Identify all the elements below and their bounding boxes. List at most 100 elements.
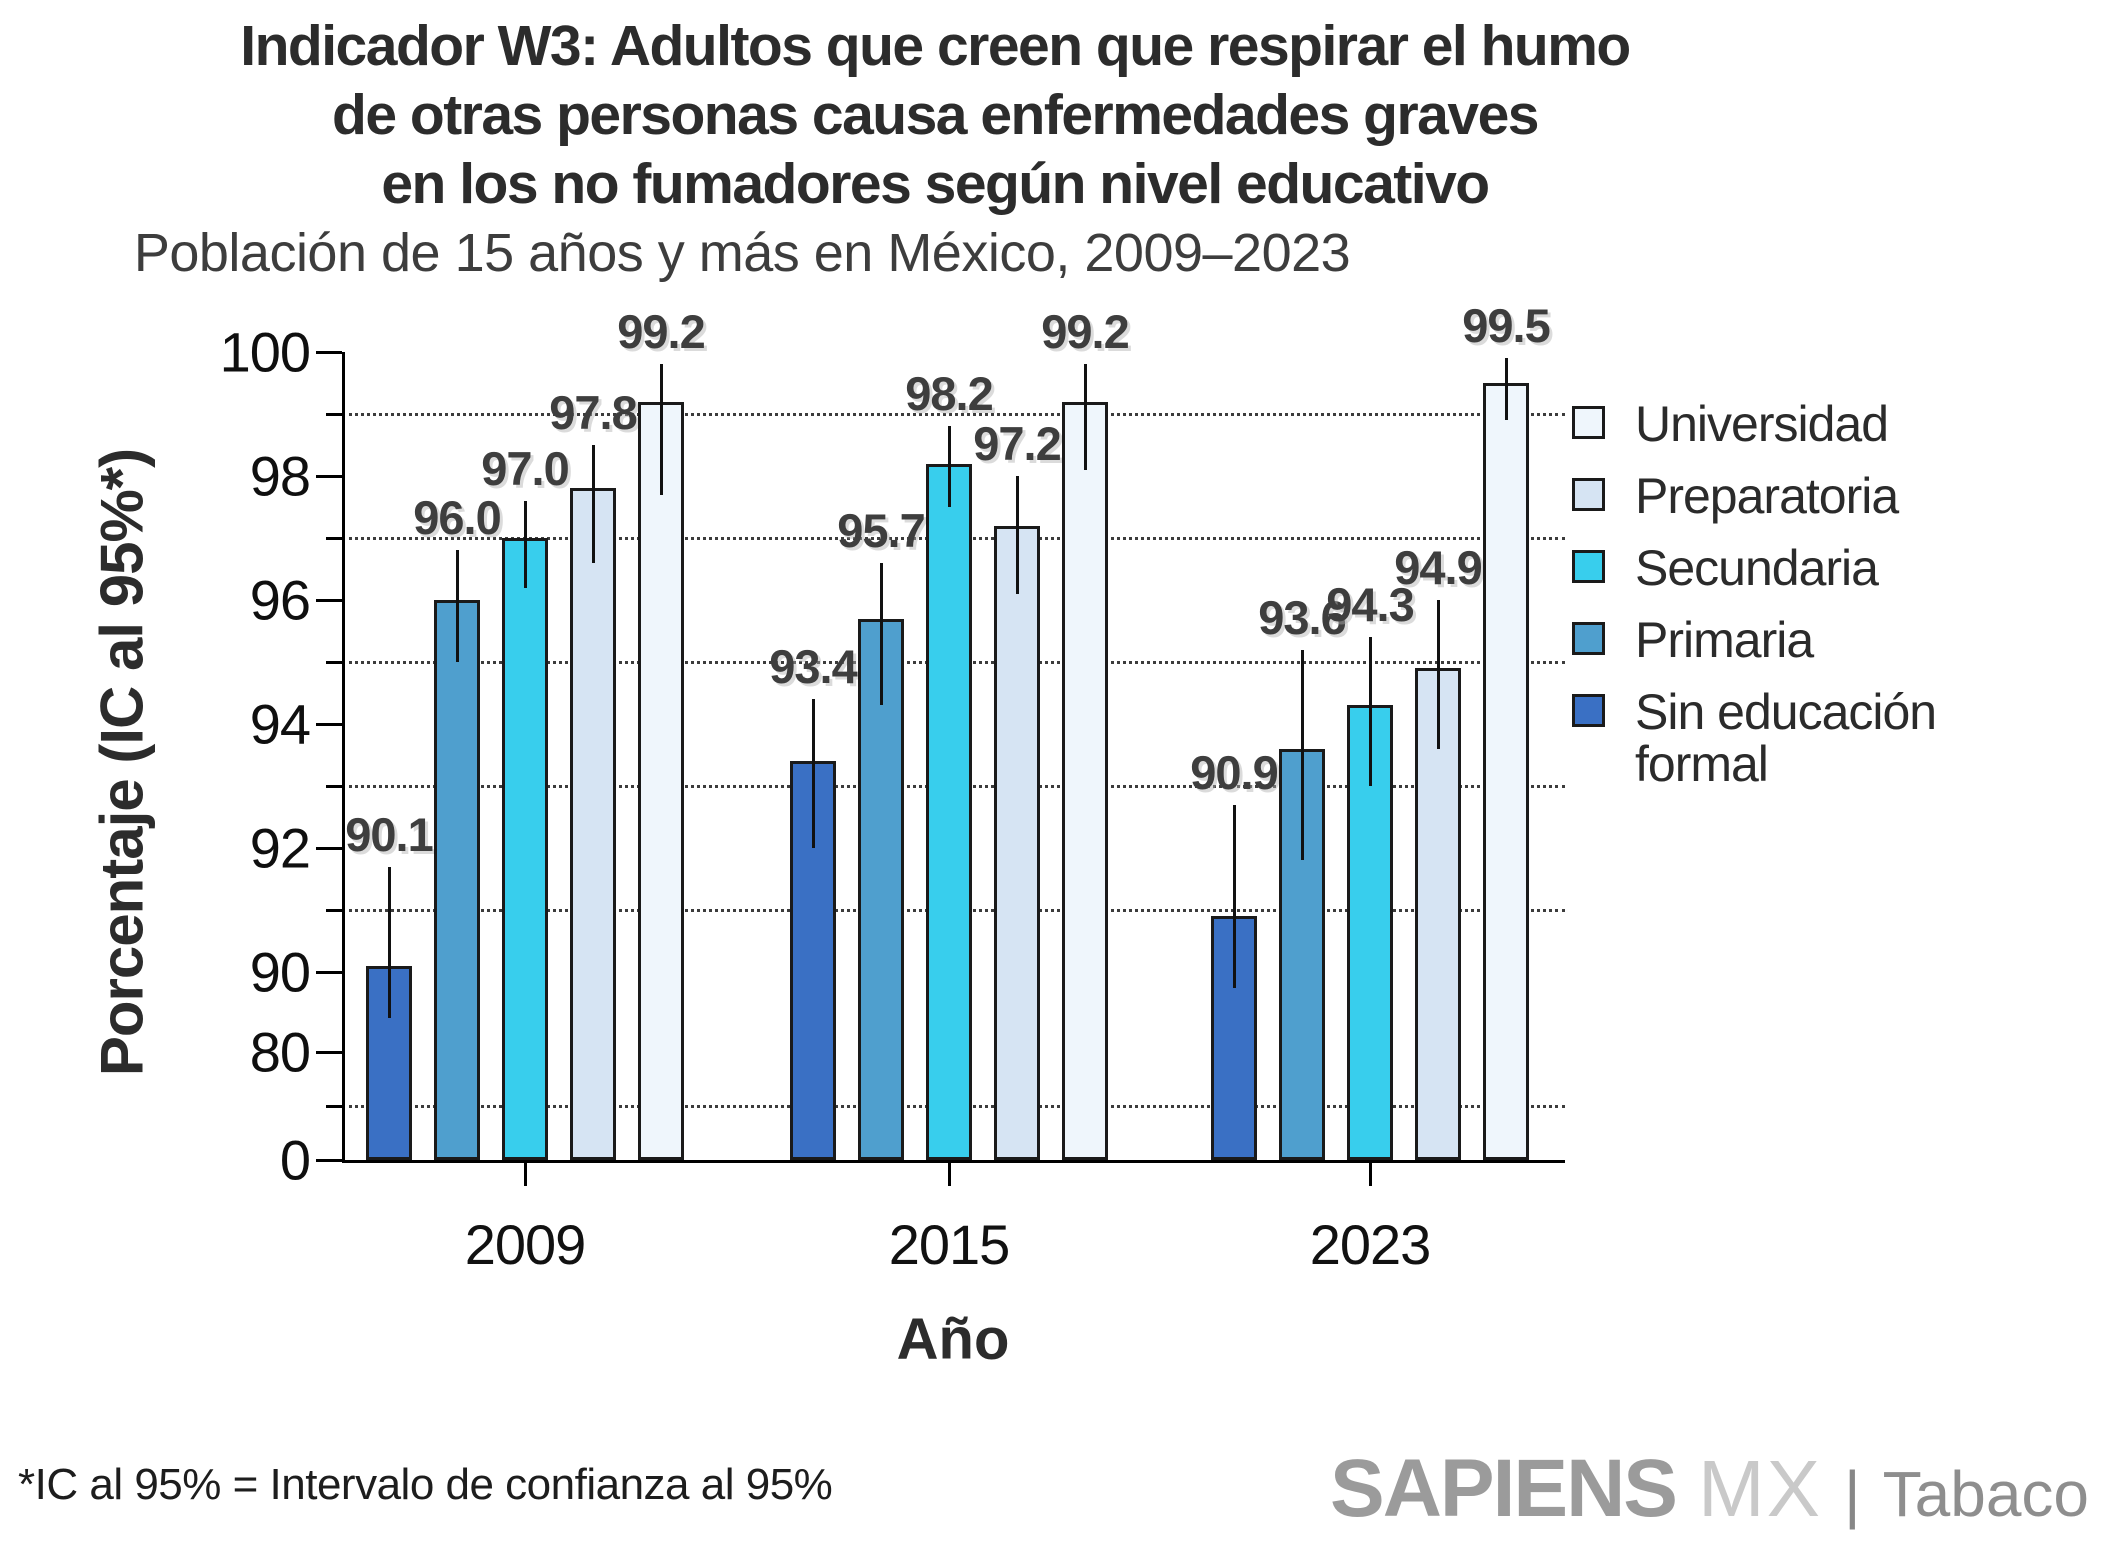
y-major-tick [316, 350, 342, 354]
y-major-tick [316, 1158, 342, 1162]
bar-2009-preparatoria [570, 488, 616, 1160]
legend-swatch-icon [1572, 622, 1605, 655]
y-major-tick [316, 1050, 342, 1054]
x-axis-line [342, 1160, 1565, 1163]
bar-2023-universidad [1483, 383, 1529, 1160]
logo-separator: | [1844, 1458, 1861, 1530]
error-bar-2023-preparatoria [1436, 600, 1440, 749]
chart-title: Indicador W3: Adultos que creen que resp… [0, 12, 1870, 219]
bar-2015-preparatoria [994, 525, 1040, 1160]
legend-item-sin-educación-formal: Sin educación formal [1572, 686, 1995, 790]
logo-mx: MX [1698, 1444, 1822, 1533]
legend-item-primaria: Primaria [1572, 614, 1995, 666]
value-label-2015-universidad: 99.2 [1041, 305, 1129, 359]
value-label-2023-universidad: 99.5 [1462, 299, 1550, 353]
legend: Universidad Preparatoria Secundaria Primari… [1572, 398, 1995, 810]
bar-2015-secundaria [926, 463, 972, 1160]
bar-2009-sin-educación-formal [366, 965, 412, 1160]
legend-label: Primaria [1635, 612, 1814, 668]
value-label-2009-sin-educación-formal: 90.1 [345, 807, 433, 861]
logo-tabaco: Tabaco [1882, 1458, 2089, 1530]
error-bar-2009-primaria [455, 550, 459, 662]
legend-label: Sin educación formal [1635, 684, 1937, 792]
y-tick-label: 80 [249, 1020, 311, 1084]
error-bar-2009-universidad [659, 364, 663, 495]
y-tick-label: 94 [249, 692, 311, 756]
y-tick-label: 100 [219, 320, 311, 384]
error-bar-2009-secundaria [523, 500, 527, 588]
y-gridline [342, 413, 1565, 416]
y-minor-tick [326, 660, 342, 664]
error-bar-2009-preparatoria [591, 445, 595, 563]
y-major-tick [316, 722, 342, 726]
y-tick-label: 96 [249, 568, 311, 632]
value-label-2023-preparatoria: 94.9 [1394, 541, 1482, 594]
value-label-2015-secundaria: 98.2 [905, 367, 993, 421]
value-label-2015-sin-educación-formal: 93.4 [769, 640, 857, 694]
error-bar-2023-primaria [1300, 649, 1304, 861]
legend-item-secundaria: Secundaria [1572, 542, 1995, 594]
error-bar-2015-preparatoria [1015, 476, 1019, 594]
y-major-tick [316, 474, 342, 478]
bar-2009-secundaria [502, 538, 548, 1160]
error-bar-2015-sin-educación-formal [811, 699, 815, 848]
legend-swatch-icon [1572, 694, 1605, 727]
y-tick-label: 92 [249, 816, 311, 880]
y-minor-tick [326, 536, 342, 540]
x-tick [523, 1160, 527, 1186]
chart-title-line3: en los no fumadores según nivel educativ… [381, 152, 1490, 216]
value-label-2009-preparatoria: 97.8 [549, 386, 637, 439]
value-label-2023-sin-educación-formal: 90.9 [1190, 745, 1278, 799]
y-minor-tick [326, 1104, 342, 1108]
y-axis-label: Porcentaje (IC al 95%*) [88, 448, 156, 1077]
error-bar-2023-secundaria [1368, 637, 1372, 786]
chart-subtitle: Población de 15 años y más en México, 20… [133, 223, 1351, 283]
bar-2023-preparatoria [1415, 668, 1461, 1160]
legend-label: Secundaria [1635, 540, 1879, 596]
x-tick-label-2015: 2015 [888, 1213, 1011, 1276]
value-label-2023-secundaria: 94.3 [1326, 578, 1414, 632]
chart-title-line1: Indicador W3: Adultos que creen que resp… [240, 14, 1631, 78]
value-label-2009-primaria: 96.0 [413, 491, 501, 545]
bar-2015-universidad [1062, 401, 1108, 1160]
error-bar-2015-universidad [1083, 364, 1087, 470]
bar-2009-universidad [638, 401, 684, 1160]
x-tick [1368, 1160, 1372, 1186]
value-label-2023-primaria: 93.6 [1258, 590, 1346, 644]
value-label-2009-universidad: 99.2 [617, 305, 705, 359]
value-label-2009-secundaria: 97.0 [481, 441, 569, 495]
value-label-2015-preparatoria: 97.2 [973, 417, 1061, 470]
y-tick-label: 0 [279, 1128, 311, 1192]
error-bar-2009-sin-educación-formal [387, 866, 391, 1018]
error-bar-2023-sin-educación-formal [1232, 804, 1236, 988]
y-minor-tick [326, 784, 342, 788]
bar-2015-primaria [858, 618, 904, 1160]
value-label-2015-primaria: 95.7 [837, 503, 925, 557]
y-tick-label: 90 [249, 940, 311, 1004]
x-tick-label-2023: 2023 [1309, 1213, 1432, 1276]
legend-swatch-icon [1572, 478, 1605, 511]
bar-2009-primaria [434, 600, 480, 1160]
legend-item-universidad: Universidad [1572, 398, 1995, 450]
legend-label: Preparatoria [1635, 468, 1899, 524]
legend-swatch-icon [1572, 550, 1605, 583]
y-axis-line [342, 352, 345, 1163]
chart-title-line2: de otras personas causa enfermedades gra… [332, 83, 1539, 147]
footnote: *IC al 95% = Intervalo de confianza al 9… [18, 1460, 833, 1509]
legend-swatch-icon [1572, 406, 1605, 439]
logo-sapiens: SAPIENS [1330, 1443, 1678, 1534]
legend-item-preparatoria: Preparatoria [1572, 470, 1995, 522]
legend-label: Universidad [1635, 396, 1889, 452]
error-bar-2015-primaria [879, 562, 883, 706]
x-tick-label-2009: 2009 [464, 1213, 587, 1276]
y-tick-label: 98 [249, 444, 311, 508]
x-axis-label: Año [896, 1307, 1010, 1372]
x-tick [947, 1160, 951, 1186]
y-minor-tick [326, 412, 342, 416]
y-minor-tick [326, 908, 342, 912]
error-bar-2015-secundaria [947, 426, 951, 507]
brand-logo: SAPIENS MX | Tabaco [1330, 1442, 2089, 1536]
y-major-tick [316, 970, 342, 974]
y-major-tick [316, 598, 342, 602]
